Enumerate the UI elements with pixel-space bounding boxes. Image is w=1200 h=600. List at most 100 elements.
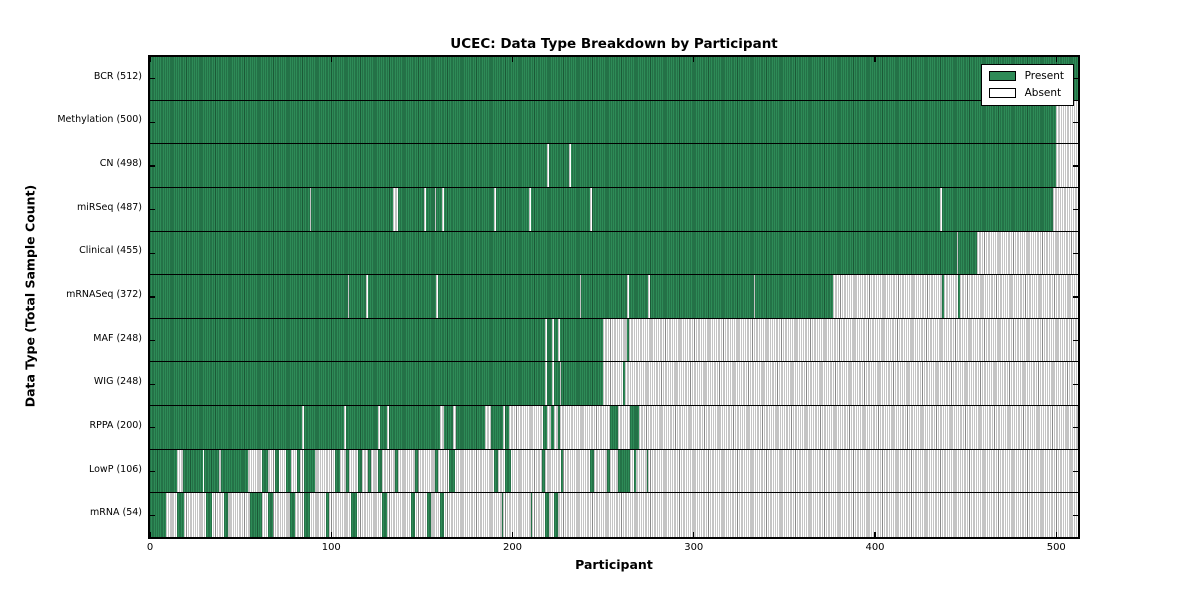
x-tick-top bbox=[693, 57, 695, 62]
absent-run bbox=[436, 275, 439, 318]
present-run bbox=[351, 493, 357, 537]
heatmap-row-lowp bbox=[150, 449, 1078, 494]
y-tick-right bbox=[1073, 78, 1078, 80]
present-run bbox=[541, 449, 546, 493]
present-run bbox=[304, 449, 315, 493]
absent-run bbox=[392, 187, 399, 231]
present-run bbox=[289, 493, 295, 537]
absent-run bbox=[434, 187, 437, 231]
heatmap-row-clinical bbox=[150, 231, 1078, 276]
y-tick-left bbox=[150, 296, 155, 298]
absent-run bbox=[378, 406, 381, 449]
present-run bbox=[285, 449, 292, 493]
absent-run bbox=[559, 406, 611, 449]
absent-run bbox=[648, 275, 651, 318]
x-tick-bottom bbox=[330, 532, 332, 537]
present-run bbox=[633, 449, 636, 493]
absent-run bbox=[960, 275, 1078, 318]
y-tick-left bbox=[150, 78, 155, 80]
present-run bbox=[249, 493, 263, 537]
x-tick-label-0: 0 bbox=[146, 542, 154, 553]
absent-run bbox=[365, 275, 368, 318]
y-tick-left bbox=[150, 165, 155, 167]
x-axis-label: Participant bbox=[575, 557, 653, 572]
absent-run bbox=[579, 275, 582, 318]
absent-run bbox=[440, 406, 444, 449]
y-tick-left bbox=[150, 252, 155, 254]
x-tick-bottom bbox=[874, 532, 876, 537]
x-tick-bottom bbox=[1055, 532, 1057, 537]
y-tick-label-rppa: RPPA (200) bbox=[89, 419, 142, 431]
y-tick-left bbox=[150, 209, 155, 211]
y-tick-left bbox=[150, 514, 155, 516]
absent-run bbox=[494, 187, 497, 231]
present-run bbox=[325, 493, 330, 537]
absent-run bbox=[309, 187, 312, 231]
absent-run bbox=[617, 406, 631, 449]
x-tick-bottom bbox=[511, 532, 514, 537]
present-run bbox=[275, 449, 279, 493]
present-run bbox=[646, 449, 649, 493]
y-tick-right bbox=[1073, 470, 1078, 473]
y-tick-label-mrna: mRNA (54) bbox=[90, 507, 142, 519]
present-run bbox=[590, 449, 595, 493]
y-tick-label-mrnaseq: mRNASeq (372) bbox=[66, 289, 142, 300]
present-run bbox=[434, 449, 439, 493]
present-run bbox=[606, 449, 611, 493]
y-tick-label-bcr: BCR (512) bbox=[93, 70, 142, 82]
y-tick-left bbox=[150, 340, 155, 342]
y-tick-right bbox=[1073, 427, 1078, 429]
present-run bbox=[378, 449, 382, 493]
y-tick-right bbox=[1073, 209, 1078, 211]
absent-run bbox=[545, 362, 547, 406]
y-tick-left bbox=[150, 470, 155, 473]
y-tick-right bbox=[1073, 252, 1078, 254]
y-tick-left bbox=[150, 383, 155, 385]
present-run bbox=[262, 449, 268, 493]
y-tick-labels: BCR (512) Methylation (500) CN (498) miRSeq… bbox=[0, 55, 142, 535]
x-tick-bottom bbox=[149, 532, 151, 537]
absent-run bbox=[559, 362, 562, 406]
x-tick-label-300: 300 bbox=[684, 542, 704, 553]
present-run bbox=[150, 493, 167, 537]
heatmap-row-maf bbox=[150, 318, 1078, 363]
present-run bbox=[440, 493, 444, 537]
x-tick-label-500: 500 bbox=[1046, 542, 1066, 553]
present-run bbox=[494, 449, 498, 493]
x-tick-label-200: 200 bbox=[502, 542, 523, 553]
absent-run bbox=[528, 187, 531, 231]
present-run bbox=[505, 449, 511, 493]
absent-run bbox=[626, 275, 629, 318]
x-tick-label-100: 100 bbox=[321, 542, 341, 553]
present-run bbox=[414, 449, 419, 493]
present-run bbox=[296, 449, 301, 493]
present-run bbox=[382, 493, 388, 537]
present-run bbox=[501, 493, 504, 537]
absent-run bbox=[554, 406, 558, 449]
present-run bbox=[220, 449, 248, 493]
absent-run bbox=[552, 318, 555, 362]
legend-item-present: Present bbox=[988, 70, 1064, 82]
y-tick-label-cn: CN (498) bbox=[99, 158, 142, 170]
absent-run bbox=[423, 187, 426, 231]
absent-run bbox=[590, 187, 593, 231]
absent-run bbox=[976, 231, 1078, 275]
present-run bbox=[182, 449, 203, 493]
present-run bbox=[554, 493, 558, 537]
absent-run bbox=[452, 406, 457, 449]
legend-swatch-present bbox=[988, 71, 1016, 81]
y-tick-right bbox=[1073, 340, 1078, 342]
absent-run bbox=[628, 318, 1078, 362]
absent-run bbox=[557, 318, 560, 362]
legend: Present Absent bbox=[980, 64, 1074, 106]
absent-run bbox=[552, 362, 555, 406]
chart-title: UCEC: Data Type Breakdown by Participant bbox=[450, 36, 778, 52]
present-run bbox=[177, 493, 185, 537]
absent-run bbox=[343, 406, 346, 449]
legend-label-present: Present bbox=[1024, 70, 1064, 82]
x-tick-top bbox=[149, 57, 151, 62]
absent-run bbox=[441, 187, 444, 231]
y-tick-left bbox=[150, 427, 155, 429]
present-run bbox=[345, 449, 350, 493]
